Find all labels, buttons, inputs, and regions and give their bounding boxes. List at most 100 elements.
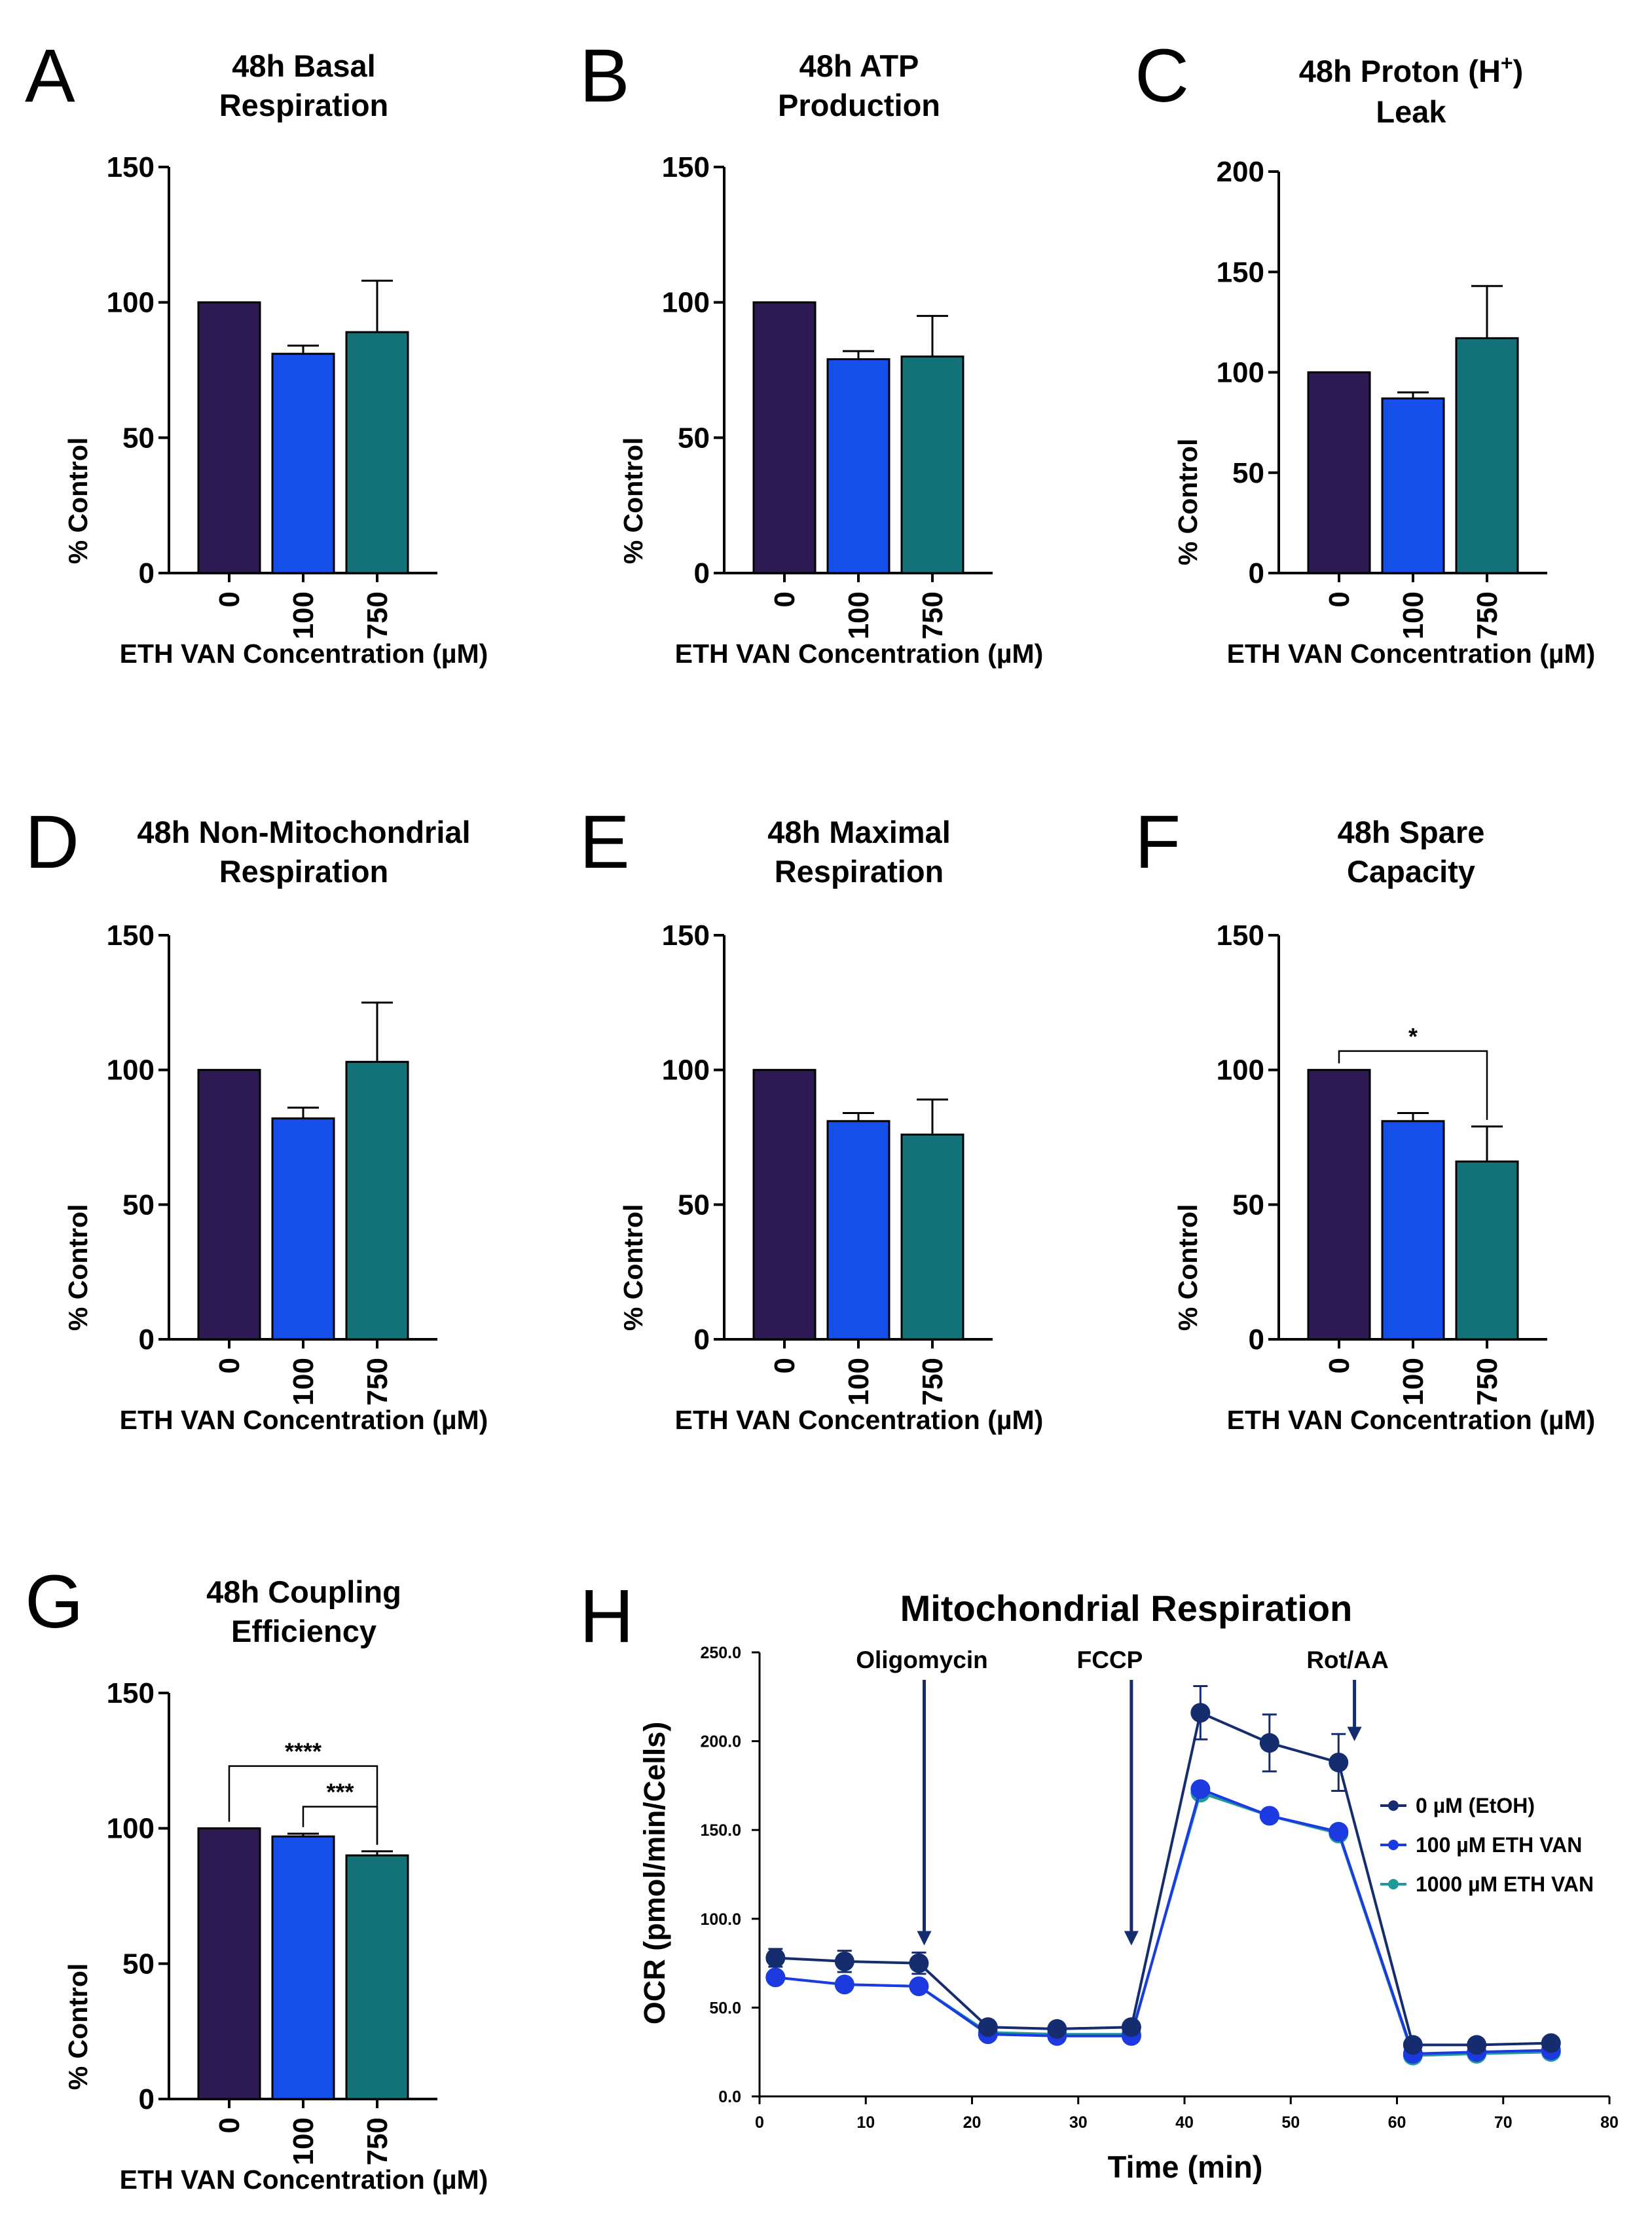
- bar-750: [900, 355, 964, 574]
- significance-bracket: [1338, 1050, 1488, 1121]
- y-tick-label: 0: [139, 2083, 155, 2115]
- bar-0: [1307, 371, 1371, 574]
- bar-750: [1455, 1161, 1519, 1341]
- panel-a: A 48h Basal Respiration 0 50 100 150 % Control 0…: [25, 34, 488, 669]
- y-axis-label: % Control: [63, 1963, 93, 2091]
- annotation-arrowhead: [917, 1931, 932, 1946]
- panel-title: 48h Coupling: [206, 1574, 401, 1609]
- panel-title-line2: Respiration: [775, 854, 944, 889]
- x-tick-label: 0: [213, 2117, 246, 2133]
- y-tick-label: 100: [107, 1813, 155, 1845]
- data-point: [909, 1953, 929, 1973]
- x-tick-label: 0: [1323, 591, 1355, 607]
- panel-title-line2: Capacity: [1347, 854, 1475, 889]
- y-tick-label: 100: [1217, 1054, 1264, 1087]
- panel-title-line2: Efficiency: [231, 1614, 376, 1648]
- x-axis-label: ETH VAN Concentration (µM): [120, 1405, 488, 1435]
- x-tick-label: 0: [213, 1358, 246, 1373]
- legend-marker: [1388, 1840, 1399, 1850]
- y-tick-label: 100: [1217, 357, 1264, 389]
- x-tick-label: 10: [856, 2113, 875, 2132]
- bar-100: [271, 1117, 335, 1341]
- x-tick-label: 750: [361, 591, 394, 639]
- y-tick-label: 50: [1232, 457, 1264, 489]
- title-superscript: +: [1501, 51, 1513, 75]
- x-tick-label: 50: [1281, 2113, 1300, 2132]
- legend-marker: [1388, 1800, 1399, 1811]
- data-point: [1329, 1753, 1349, 1773]
- x-tick-label: 750: [917, 1358, 949, 1405]
- data-point: [1259, 1806, 1279, 1826]
- annotation-arrowhead: [1124, 1931, 1139, 1946]
- significance-label: *: [1408, 1023, 1418, 1050]
- series-line-1: [775, 1787, 1551, 2055]
- bar-750: [900, 1133, 964, 1341]
- significance-label: ****: [285, 1738, 321, 1765]
- bar-0: [197, 1069, 261, 1341]
- panel-label: C: [1135, 34, 1189, 118]
- y-tick-label: 150: [107, 151, 155, 183]
- legend-label: 1000 µM ETH VAN: [1416, 1872, 1594, 1896]
- x-axis-label: ETH VAN Concentration (µM): [120, 2165, 488, 2195]
- x-axis-label: ETH VAN Concentration (µM): [1227, 639, 1596, 669]
- x-tick-label: 100: [287, 2117, 320, 2165]
- x-tick-label: 750: [361, 1358, 394, 1405]
- panel-title: Mitochondrial Respiration: [900, 1588, 1353, 1629]
- data-point: [1190, 1779, 1211, 1799]
- y-tick-label: 250.0: [700, 1644, 741, 1662]
- data-point: [1403, 2035, 1423, 2055]
- y-tick-label: 50.0: [709, 1999, 741, 2017]
- x-tick-label: 70: [1494, 2113, 1513, 2132]
- data-point: [1541, 2033, 1561, 2053]
- x-tick-label: 750: [1471, 591, 1503, 639]
- y-tick-label: 100: [107, 287, 155, 319]
- x-tick-label: 0: [769, 1358, 801, 1373]
- panel-label: D: [25, 800, 79, 884]
- x-tick-label: 750: [917, 591, 949, 639]
- legend-label: 100 µM ETH VAN: [1416, 1833, 1582, 1857]
- x-axis-label: ETH VAN Concentration (µM): [675, 639, 1044, 669]
- legend-marker: [1388, 1879, 1399, 1889]
- panel-e: E 48h Maximal Respiration 0 50 100 150 % Contro…: [579, 800, 1043, 1435]
- x-tick-label: 40: [1175, 2113, 1194, 2132]
- y-axis-label: % Control: [1173, 1204, 1203, 1331]
- y-tick-label: 100: [662, 1054, 710, 1087]
- bar-100: [1381, 397, 1445, 574]
- annotation-label: Rot/AA: [1306, 1646, 1388, 1673]
- panel-title-line2: Respiration: [219, 854, 389, 889]
- y-tick-label: 50: [122, 1189, 155, 1221]
- y-tick-label: 100.0: [700, 1910, 741, 1929]
- bar-100: [826, 358, 890, 574]
- y-tick-label: 150: [662, 920, 710, 952]
- x-tick-label: 0: [213, 591, 246, 607]
- y-axis-label: % Control: [618, 437, 648, 565]
- data-point: [1259, 1733, 1279, 1753]
- y-tick-label: 0: [1249, 557, 1264, 589]
- bar-750: [345, 331, 409, 574]
- y-tick-label: 0: [1249, 1324, 1264, 1356]
- x-tick-label: 750: [361, 2117, 394, 2165]
- y-tick-label: 0.0: [718, 2088, 741, 2106]
- x-tick-label: 0: [1323, 1358, 1355, 1373]
- y-tick-label: 200: [1217, 156, 1264, 188]
- x-tick-label: 80: [1600, 2113, 1619, 2132]
- bar-100: [271, 1835, 335, 2100]
- panel-title: 48h Proton (H+): [1299, 51, 1523, 88]
- x-tick-label: 30: [1069, 2113, 1088, 2132]
- x-tick-label: 0: [769, 591, 801, 607]
- bar-0: [752, 301, 817, 574]
- x-tick-label: 100: [843, 1358, 875, 1405]
- significance-bracket: [228, 1765, 378, 1845]
- y-tick-label: 50: [1232, 1189, 1264, 1221]
- panel-b: B 48h ATP Production 0 50 100 150 % Control 0 100…: [579, 34, 1043, 669]
- y-tick-label: 200.0: [700, 1733, 741, 1751]
- y-tick-label: 100: [662, 287, 710, 319]
- panel-label: E: [579, 800, 630, 884]
- data-point: [765, 1948, 786, 1968]
- x-tick-label: 20: [963, 2113, 982, 2132]
- y-tick-label: 0: [139, 1324, 155, 1356]
- y-tick-label: 50: [122, 422, 155, 454]
- bar-100: [1381, 1120, 1445, 1341]
- panel-label: B: [579, 34, 630, 118]
